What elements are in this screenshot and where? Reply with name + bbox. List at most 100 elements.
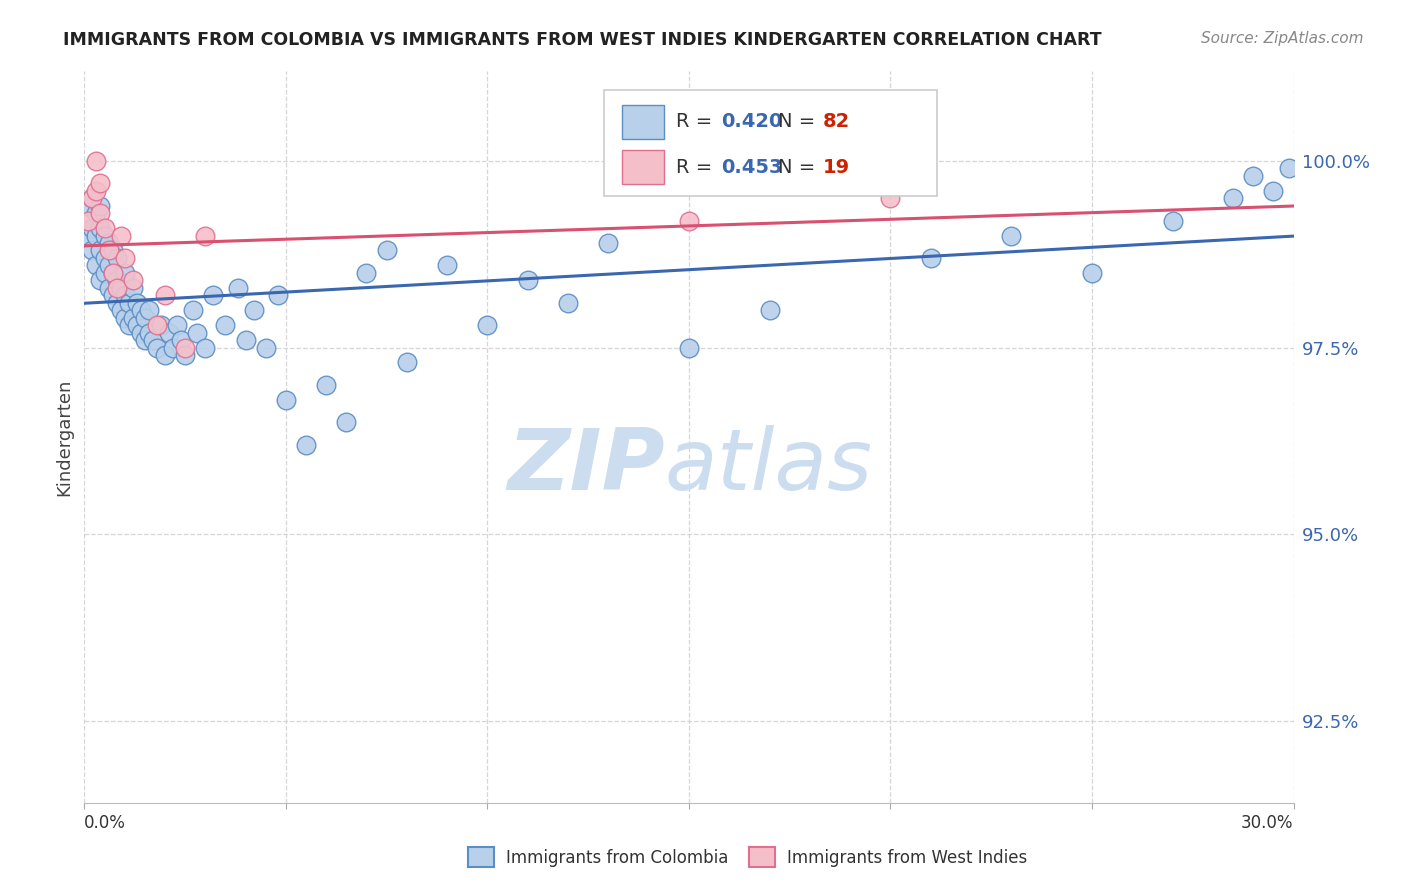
FancyBboxPatch shape [623, 151, 664, 184]
FancyBboxPatch shape [623, 105, 664, 138]
Point [114, 310, 136, 325]
Point [242, 303, 264, 318]
Point [678, 213, 700, 227]
Point [82, 244, 104, 258]
Text: 0.453: 0.453 [721, 158, 783, 177]
Point [375, 244, 398, 258]
Text: 0.0%: 0.0% [84, 814, 127, 832]
Point [82, 191, 104, 205]
Point [105, 251, 128, 265]
Point [153, 288, 176, 302]
Point [86, 184, 108, 198]
Point [174, 341, 197, 355]
Point [89, 177, 111, 191]
Text: ZIP: ZIP [508, 425, 665, 508]
Text: R =: R = [676, 158, 718, 177]
Point [879, 191, 901, 205]
Point [395, 355, 418, 369]
Point [101, 244, 124, 258]
Text: 30.0%: 30.0% [1241, 814, 1294, 832]
Point [110, 228, 132, 243]
Point [93, 251, 115, 265]
Point [214, 318, 236, 332]
Point [436, 259, 458, 273]
Point [1222, 191, 1244, 205]
Point [86, 259, 108, 273]
Point [226, 281, 249, 295]
Point [1081, 266, 1104, 280]
Point [194, 228, 217, 243]
Point [516, 273, 538, 287]
Point [758, 303, 780, 318]
Point [121, 281, 143, 295]
Point [105, 281, 128, 295]
Point [118, 295, 141, 310]
Point [170, 333, 193, 347]
Point [97, 259, 120, 273]
Point [101, 288, 124, 302]
Text: 0.420: 0.420 [721, 112, 783, 131]
Point [129, 303, 152, 318]
Point [557, 295, 579, 310]
Point [166, 318, 188, 332]
Point [125, 318, 148, 332]
Text: N =: N = [779, 158, 823, 177]
Point [138, 326, 160, 340]
Point [89, 206, 111, 220]
Text: IMMIGRANTS FROM COLOMBIA VS IMMIGRANTS FROM WEST INDIES KINDERGARTEN CORRELATION: IMMIGRANTS FROM COLOMBIA VS IMMIGRANTS F… [63, 31, 1102, 49]
Point [110, 281, 132, 295]
Point [315, 377, 337, 392]
Point [89, 199, 111, 213]
Text: Source: ZipAtlas.com: Source: ZipAtlas.com [1201, 31, 1364, 46]
Point [235, 333, 257, 347]
Point [1241, 169, 1264, 183]
Point [121, 310, 143, 325]
Point [97, 235, 120, 250]
Point [1278, 161, 1301, 176]
Point [101, 266, 124, 280]
Point [295, 437, 318, 451]
Point [335, 415, 357, 429]
Point [118, 318, 141, 332]
Point [186, 326, 208, 340]
Text: Immigrants from West Indies: Immigrants from West Indies [787, 849, 1028, 867]
Point [86, 228, 108, 243]
Point [1263, 184, 1285, 198]
Point [101, 266, 124, 280]
Text: 19: 19 [823, 158, 851, 177]
Point [89, 221, 111, 235]
Text: N =: N = [779, 112, 823, 131]
Point [274, 392, 297, 407]
Point [146, 341, 169, 355]
Point [134, 333, 156, 347]
Point [153, 348, 176, 362]
Point [174, 348, 197, 362]
Point [93, 266, 115, 280]
Point [267, 288, 290, 302]
Point [477, 318, 499, 332]
Point [129, 326, 152, 340]
Point [77, 213, 100, 227]
Point [77, 199, 100, 213]
Point [254, 341, 277, 355]
Point [598, 235, 620, 250]
Point [194, 341, 217, 355]
Point [97, 244, 120, 258]
Point [114, 266, 136, 280]
Point [1000, 228, 1022, 243]
Point [125, 295, 148, 310]
Point [97, 281, 120, 295]
Point [1161, 213, 1184, 227]
Point [920, 251, 942, 265]
Point [138, 303, 160, 318]
Point [202, 288, 225, 302]
Point [93, 221, 115, 235]
Point [142, 333, 165, 347]
Point [82, 221, 104, 235]
Point [89, 273, 111, 287]
Point [134, 310, 156, 325]
Text: R =: R = [676, 112, 718, 131]
Point [162, 341, 184, 355]
Point [93, 228, 115, 243]
Point [356, 266, 378, 280]
